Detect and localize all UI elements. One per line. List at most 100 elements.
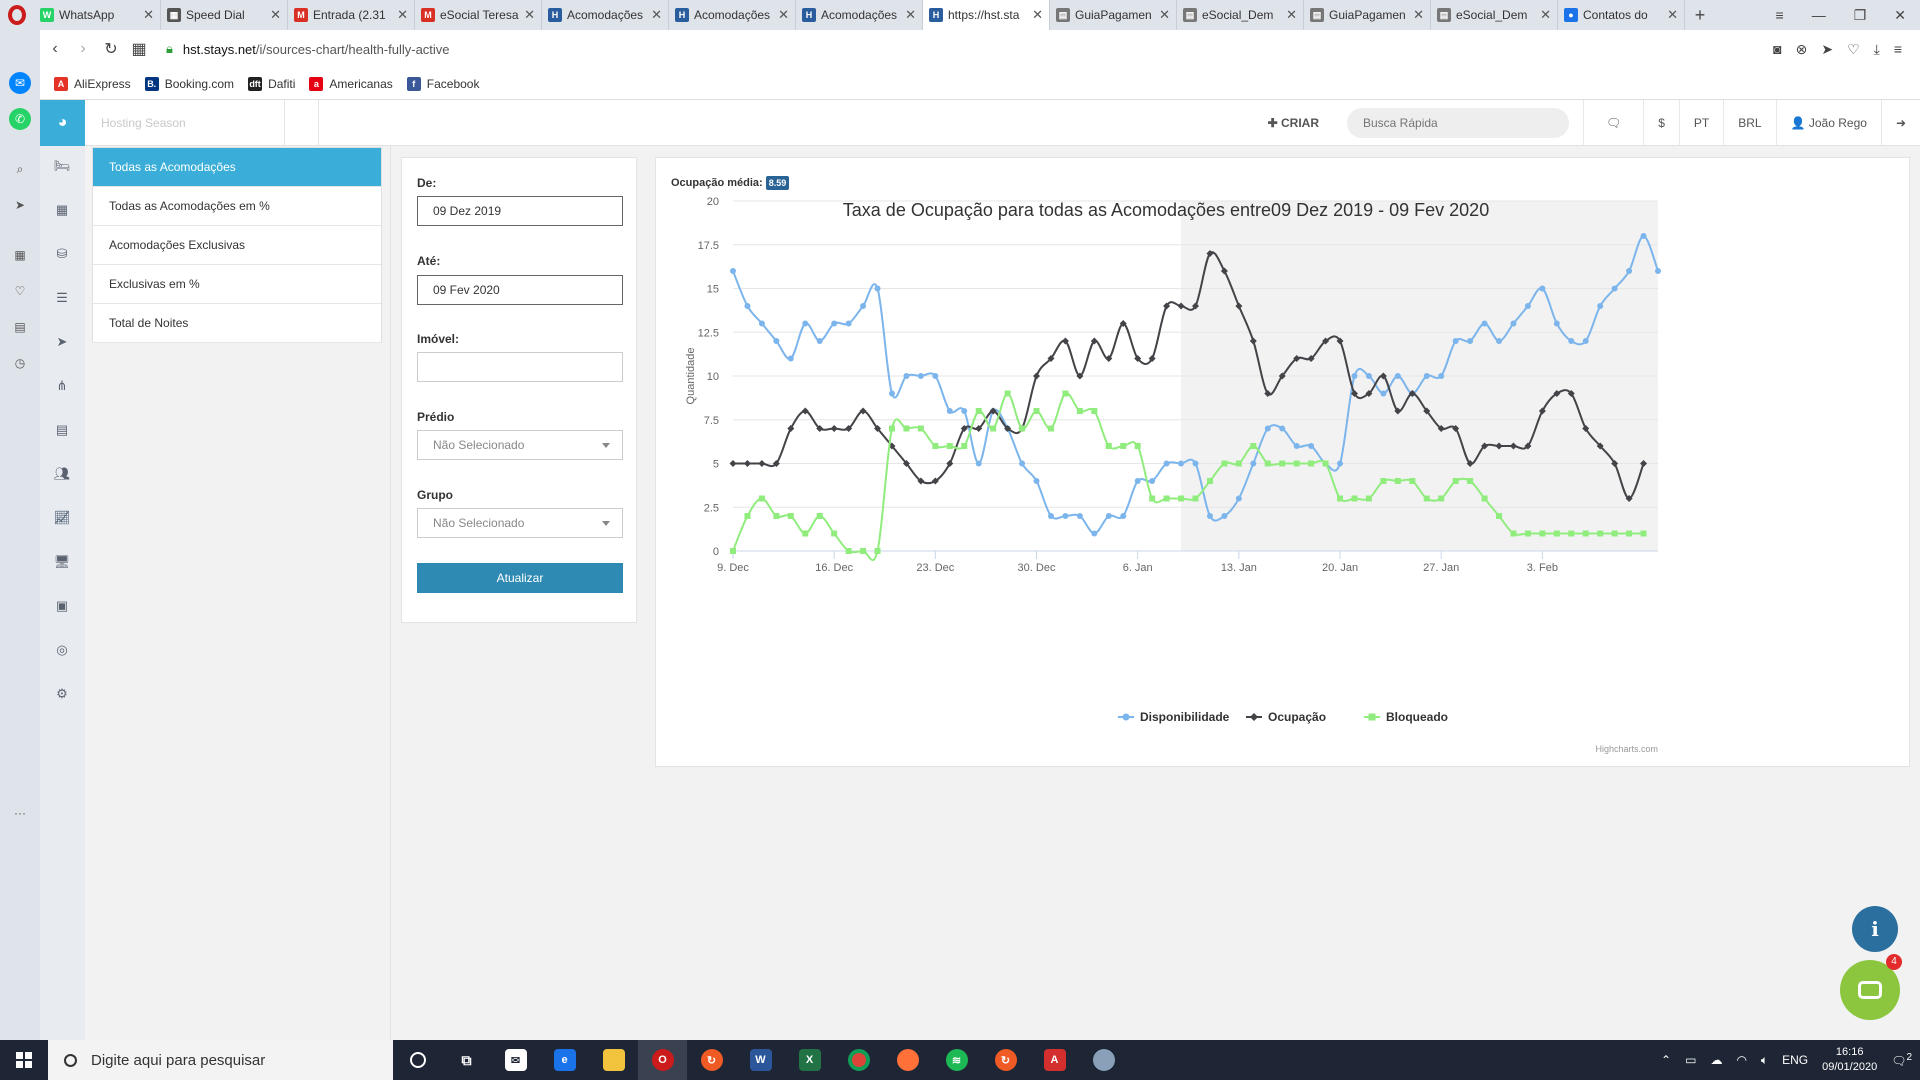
word-icon[interactable]: W bbox=[736, 1040, 785, 1080]
download-icon[interactable]: ⤓ bbox=[1873, 40, 1880, 57]
task-view-icon[interactable]: ⧉ bbox=[461, 1051, 472, 1068]
quick-search-input[interactable] bbox=[1347, 107, 1569, 138]
close-window-icon[interactable]: ✕ bbox=[1894, 6, 1906, 23]
tab-close-icon[interactable]: ✕ bbox=[778, 7, 789, 22]
chrome-icon[interactable] bbox=[834, 1040, 883, 1080]
flow-icon[interactable]: ➤ bbox=[14, 198, 26, 212]
browser-tab[interactable]: M Entrada (2.31 ✕ bbox=[288, 0, 415, 30]
reload-icon[interactable]: ↻ bbox=[104, 41, 118, 58]
search-icon[interactable]: ⌕ bbox=[16, 161, 24, 176]
tab-close-icon[interactable]: ✕ bbox=[1159, 7, 1170, 22]
dashboard-icon[interactable]: ◕ bbox=[40, 99, 85, 146]
acrobat-icon[interactable]: A bbox=[1030, 1040, 1079, 1080]
news-icon[interactable]: ▤ bbox=[14, 320, 26, 334]
speed-dial-icon[interactable]: ▦ bbox=[14, 248, 26, 262]
browser-tab[interactable]: ● Contatos do ✕ bbox=[1558, 0, 1685, 30]
taskbar-search[interactable]: Digite aqui para pesquisar bbox=[48, 1040, 393, 1080]
list-icon[interactable]: ☰ bbox=[56, 290, 68, 305]
chat-button[interactable] bbox=[1840, 960, 1900, 1020]
browser-tab[interactable]: H Acomodações ✕ bbox=[796, 0, 923, 30]
restore-icon[interactable]: ❐ bbox=[1853, 6, 1867, 23]
tab-close-icon[interactable]: ✕ bbox=[524, 7, 535, 22]
messages-icon[interactable]: 🗨︎ bbox=[1583, 99, 1643, 146]
bookmark-item[interactable]: f Facebook bbox=[406, 76, 479, 91]
tab-close-icon[interactable]: ✕ bbox=[905, 7, 916, 22]
tab-menu-icon[interactable]: ≡ bbox=[1775, 7, 1784, 23]
back-icon[interactable]: ‹ bbox=[52, 40, 58, 57]
hosting-season-label[interactable]: Hosting Season bbox=[85, 99, 285, 146]
tab-close-icon[interactable]: ✕ bbox=[1540, 7, 1551, 22]
more-icon[interactable]: ··· bbox=[14, 806, 26, 820]
calendar-icon[interactable]: ▦ bbox=[55, 202, 69, 217]
speed-dial-icon[interactable]: ▦ bbox=[131, 41, 147, 58]
bookmark-item[interactable]: B. Booking.com bbox=[144, 76, 234, 91]
browser-tab[interactable]: ▦ Speed Dial ✕ bbox=[161, 0, 288, 30]
group-select[interactable]: Não Selecionado bbox=[417, 508, 623, 538]
tab-close-icon[interactable]: ✕ bbox=[143, 7, 154, 22]
to-date-input[interactable]: 09 Fev 2020 bbox=[417, 275, 623, 305]
app-orange-icon[interactable]: ↻ bbox=[687, 1040, 736, 1080]
heart-icon[interactable]: ♡ bbox=[1847, 40, 1860, 57]
notifications-icon[interactable]: 🗨︎2 bbox=[1891, 1052, 1912, 1068]
opera-menu-icon[interactable] bbox=[0, 0, 34, 30]
report-menu-item[interactable]: Total de Noites bbox=[93, 304, 381, 343]
user-menu[interactable]: 👤 João Rego bbox=[1775, 99, 1881, 146]
report-menu-item[interactable]: Todas as Acomodações em % bbox=[93, 187, 381, 226]
rings-icon[interactable]: ◎ bbox=[56, 642, 68, 657]
bookmarks-icon[interactable]: ♡ bbox=[14, 284, 26, 298]
whatsapp-icon[interactable]: ✆ bbox=[9, 108, 31, 130]
database-icon[interactable]: ⛁ bbox=[56, 246, 68, 261]
tab-close-icon[interactable]: ✕ bbox=[1413, 7, 1424, 22]
volume-icon[interactable]: 🔈︎ bbox=[1760, 1052, 1769, 1067]
clock[interactable]: 16:16 09/01/2020 bbox=[1822, 1045, 1877, 1075]
browser-tab[interactable]: W WhatsApp ✕ bbox=[34, 0, 161, 30]
mail-icon[interactable]: ✉ bbox=[491, 1040, 540, 1080]
cloud-icon[interactable]: ☁ bbox=[1710, 1053, 1723, 1067]
table-icon[interactable]: ▤ bbox=[55, 422, 69, 437]
users-icon[interactable]: 👥︎ bbox=[53, 466, 71, 481]
browser-tab[interactable]: H Acomodações ✕ bbox=[669, 0, 796, 30]
logout-icon[interactable]: ➜ bbox=[1880, 99, 1920, 146]
wifi-icon[interactable]: ◠ bbox=[1736, 1053, 1747, 1067]
language-indicator[interactable]: ENG bbox=[1782, 1053, 1809, 1067]
browser-tab[interactable]: ▤ eSocial_Dem ✕ bbox=[1431, 0, 1558, 30]
messenger-icon[interactable]: ✉ bbox=[9, 72, 31, 94]
history-icon[interactable]: ◷ bbox=[14, 356, 26, 370]
property-input[interactable] bbox=[417, 352, 623, 382]
app-paint-icon[interactable] bbox=[1079, 1040, 1128, 1080]
from-date-input[interactable]: 09 Dez 2019 bbox=[417, 196, 623, 226]
building-select[interactable]: Não Selecionado bbox=[417, 430, 623, 460]
money-icon[interactable]: ▣ bbox=[55, 598, 69, 613]
info-icon[interactable]: i bbox=[1852, 906, 1898, 952]
edge-icon[interactable]: e bbox=[540, 1040, 589, 1080]
bed-icon[interactable]: 🛏︎ bbox=[53, 158, 71, 173]
file-explorer-icon[interactable] bbox=[589, 1040, 638, 1080]
tab-close-icon[interactable]: ✕ bbox=[1286, 7, 1297, 22]
bookmark-item[interactable]: A AliExpress bbox=[54, 76, 131, 91]
url-field[interactable]: hst.stays.net/i/sources-chart/health-ful… bbox=[183, 42, 450, 57]
new-tab-icon[interactable]: + bbox=[1694, 4, 1706, 25]
forward-icon[interactable]: › bbox=[80, 40, 86, 57]
currency-button[interactable]: BRL bbox=[1723, 99, 1775, 146]
browser-tab[interactable]: ▤ eSocial_Dem ✕ bbox=[1177, 0, 1304, 30]
bookmark-item[interactable]: a Americanas bbox=[309, 76, 393, 91]
minimize-icon[interactable]: — bbox=[1811, 7, 1826, 23]
tab-close-icon[interactable]: ✕ bbox=[651, 7, 662, 22]
battery-icon[interactable]: ▭ bbox=[1685, 1053, 1697, 1067]
language-button[interactable]: PT bbox=[1678, 99, 1723, 146]
tab-close-icon[interactable]: ✕ bbox=[1032, 7, 1043, 22]
easy-setup-icon[interactable]: ≡ bbox=[1893, 40, 1902, 57]
currency-symbol-button[interactable]: $ bbox=[1643, 99, 1679, 146]
send-icon[interactable]: ➤ bbox=[56, 334, 68, 349]
desktop-icon[interactable]: 🖥︎ bbox=[53, 554, 71, 569]
tab-close-icon[interactable]: ✕ bbox=[397, 7, 408, 22]
line-chart-icon[interactable]: 📈︎ bbox=[53, 510, 71, 525]
excel-icon[interactable]: X bbox=[785, 1040, 834, 1080]
browser-tab[interactable]: ▤ GuiaPagamen ✕ bbox=[1304, 0, 1431, 30]
report-menu-item[interactable]: Exclusivas em % bbox=[93, 265, 381, 304]
opera-taskbar-icon[interactable]: O bbox=[638, 1040, 687, 1080]
sitemap-icon[interactable]: ⋔ bbox=[56, 378, 68, 393]
tab-close-icon[interactable]: ✕ bbox=[270, 7, 281, 22]
firefox-icon[interactable] bbox=[883, 1040, 932, 1080]
